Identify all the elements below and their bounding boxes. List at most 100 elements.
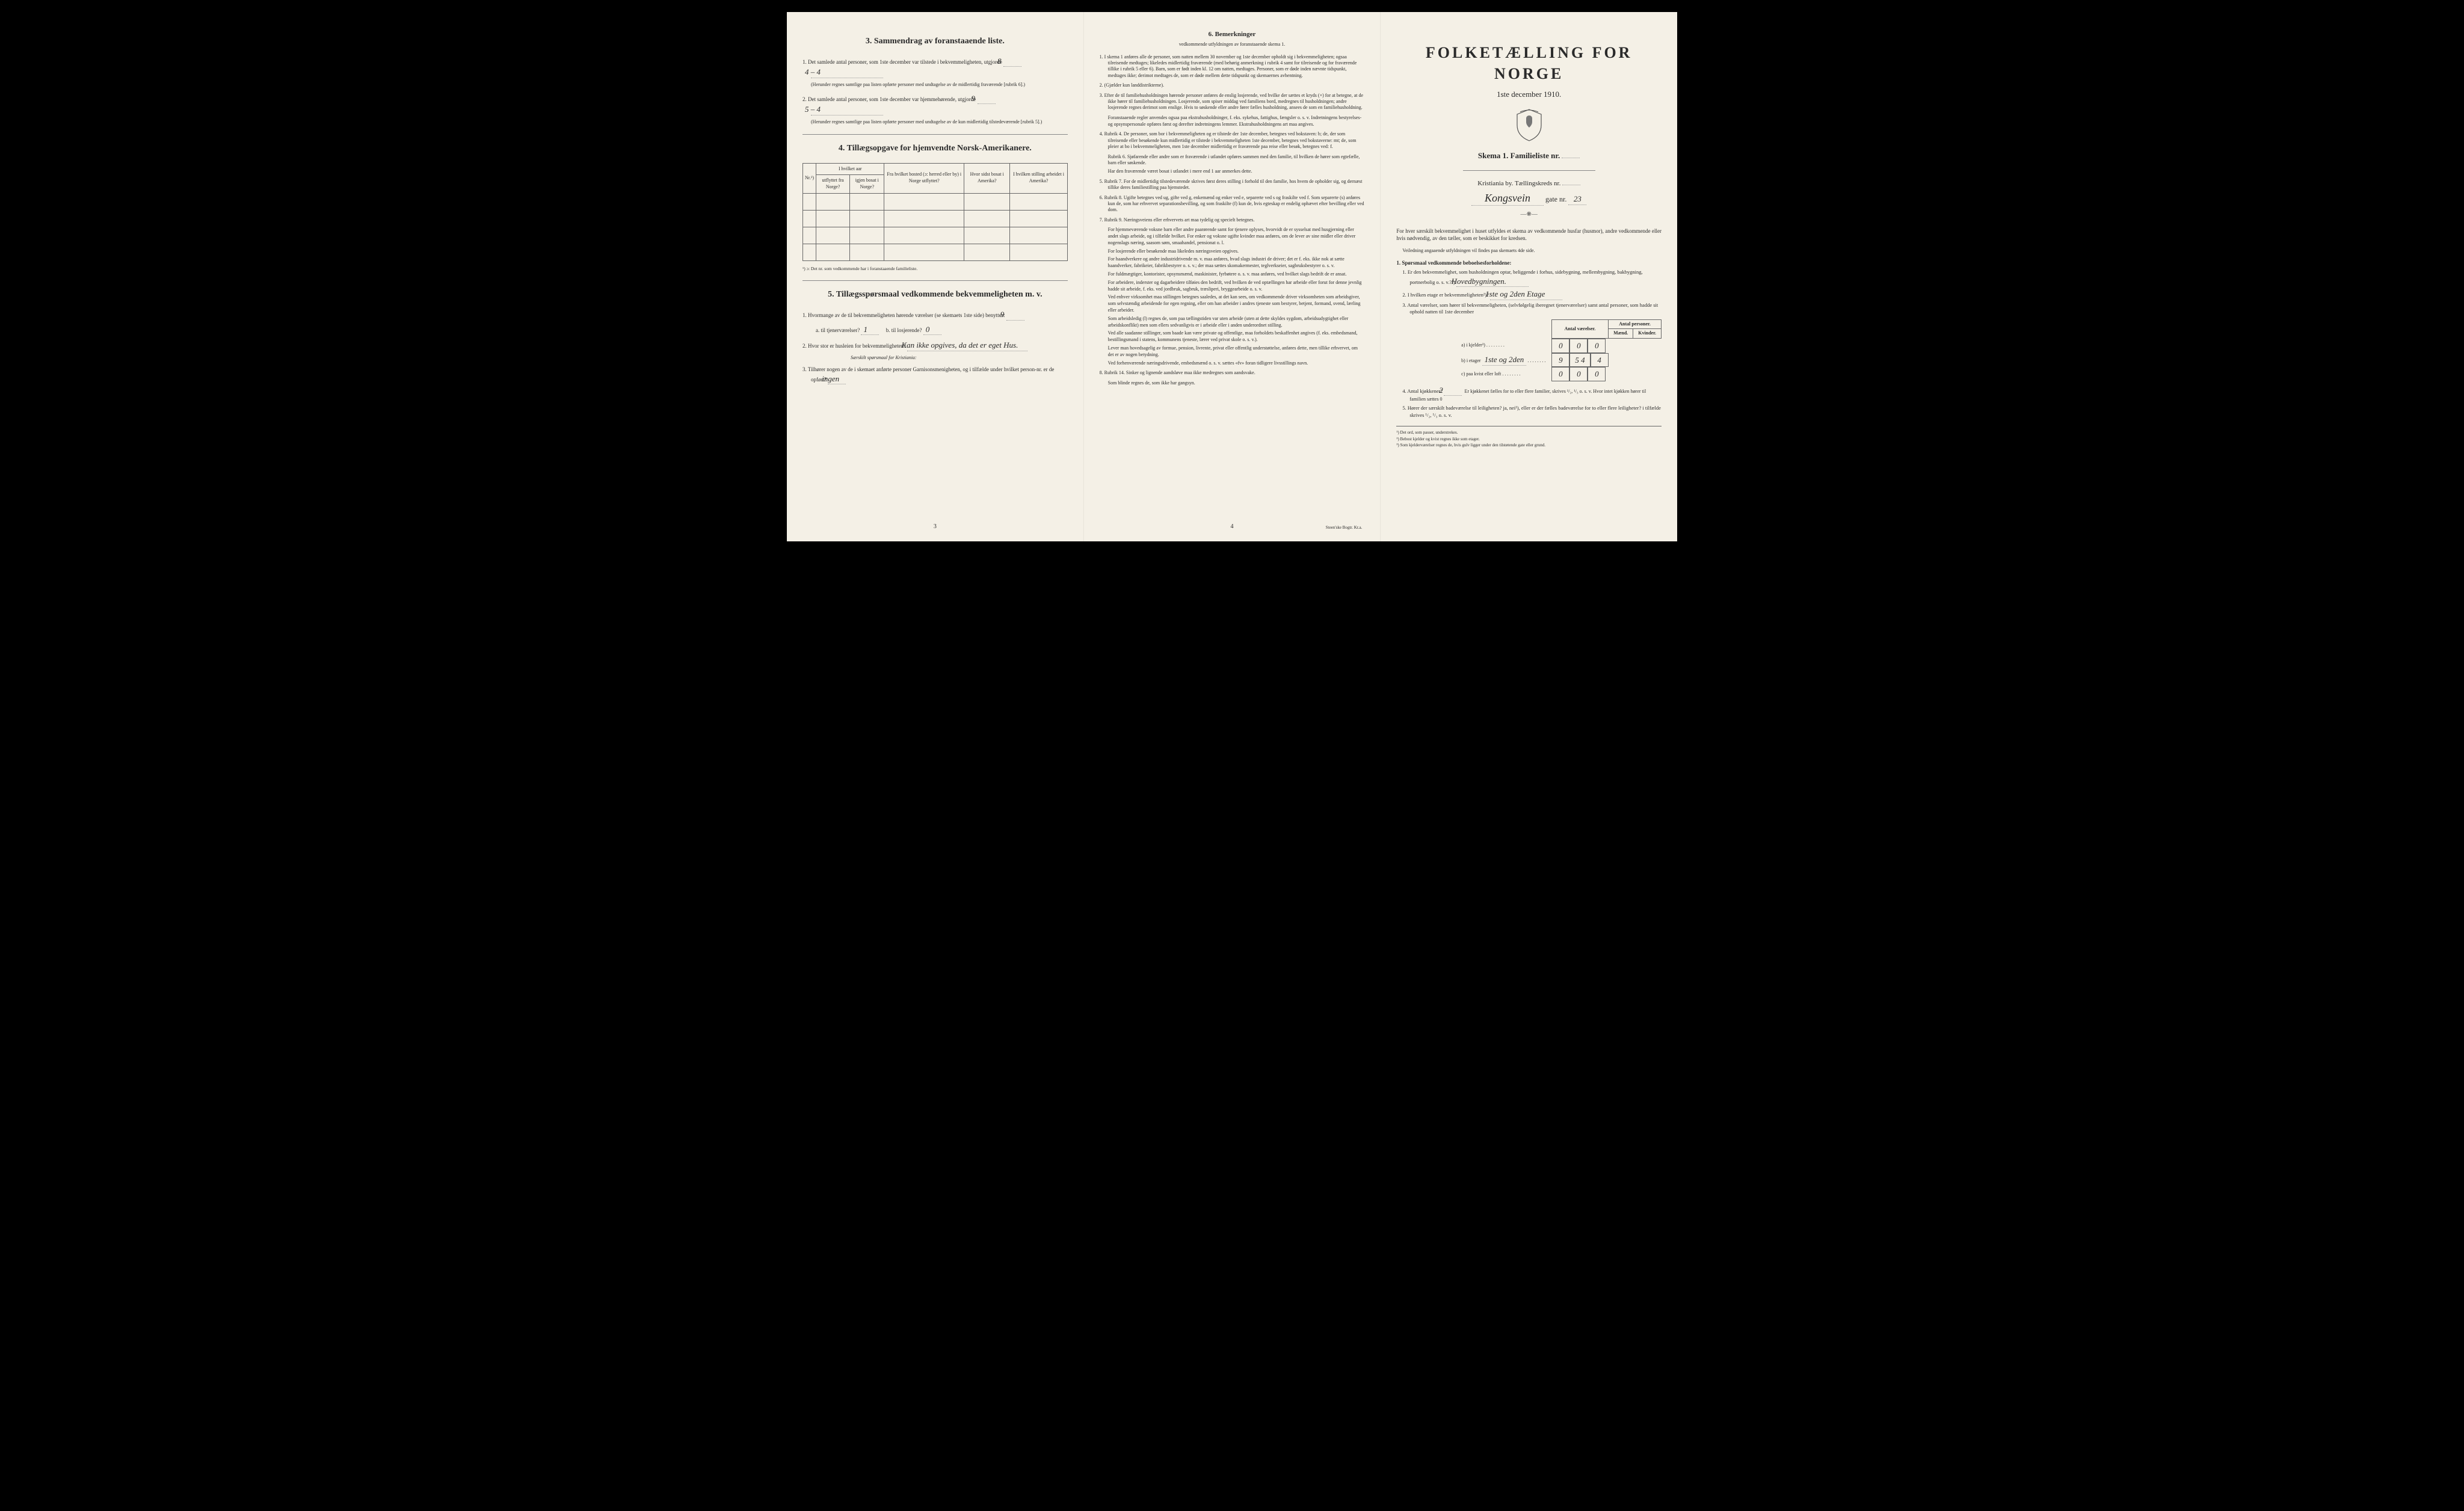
panel-page-4: 6. Bemerkninger vedkommende utfyldningen… bbox=[1083, 12, 1381, 541]
room-counts-table: Antal værelser. Antal personer. Mænd. Kv… bbox=[1456, 319, 1662, 381]
skema-line: Skema 1. Familieliste nr. bbox=[1396, 150, 1662, 161]
sec3-item2-note: (Herunder regnes samtlige paa listen opf… bbox=[811, 119, 1068, 126]
sec5-q2-value: Kan ikke opgives, da det er eget Hus. bbox=[907, 340, 1027, 351]
divider bbox=[802, 280, 1068, 281]
footnote-3: ³) Som kjelderværelser regnes de, hvis g… bbox=[1396, 443, 1662, 448]
printer-credit: Steen'ske Bogtr. Kr.a. bbox=[1326, 525, 1363, 531]
remark-item: 8. Rubrik 14. Sinker og lignende aandslø… bbox=[1100, 370, 1365, 376]
footnotes: ¹) Det ord, som passer, understrekes. ²)… bbox=[1396, 426, 1662, 448]
section-6-sub: vedkommende utfyldningen av foranstaaend… bbox=[1100, 42, 1365, 48]
emigrant-table: Nr.¹) I hvilket aar Fra hvilket bosted (… bbox=[802, 163, 1068, 261]
sec5-q2-note: Særskilt spørsmaal for Kristiania: bbox=[851, 355, 1068, 362]
sec5-q1b-label: b. til losjerende? bbox=[886, 327, 922, 333]
q1-sub2-value: 1ste og 2den Etage bbox=[1490, 289, 1562, 300]
q1-sub1-value: Hovedbygningen. bbox=[1456, 276, 1529, 288]
q1-sub2-text: 2. I hvilken etage er bekvemmeligheten²)… bbox=[1402, 292, 1489, 298]
sec5-q1b-value: 0 bbox=[923, 324, 941, 336]
th-year: I hvilket aar bbox=[816, 163, 884, 175]
street-name-value: Kongsvein bbox=[1471, 191, 1544, 206]
counts-row: c) paa kvist eller loft ........000 bbox=[1456, 367, 1661, 381]
street-line: Kongsvein gate nr. 23 bbox=[1396, 191, 1662, 206]
city-line: Kristiania by. Tællingskreds nr. bbox=[1396, 179, 1662, 188]
footnote-2: ²) Bebost kjelder og kvist regnes ikke s… bbox=[1396, 437, 1662, 442]
th-year-a: utflyttet fra Norge? bbox=[816, 175, 850, 194]
remark-subpara: Ved alle saadanne stillinger, som baade … bbox=[1108, 330, 1365, 343]
sec5-q1a-value: 1 bbox=[861, 324, 879, 336]
city-label: Kristiania by. Tællingskreds nr. bbox=[1477, 180, 1560, 187]
sec5-q2: 2. Hvor stor er husleien for bekvemmelig… bbox=[802, 340, 1068, 351]
remark-subpara: For hjemmeværende voksne barn eller andr… bbox=[1108, 227, 1365, 246]
th-from: Fra hvilket bosted (ɔ: herred eller by) … bbox=[884, 163, 964, 193]
remark-subpara: Har den fraværende været bosat i utlande… bbox=[1108, 168, 1365, 175]
sec5-q1-sub: a. til tjenerværelser? 1 b. til losjeren… bbox=[816, 324, 1068, 336]
panel-page-3: 3. Sammendrag av foranstaaende liste. 1.… bbox=[787, 12, 1083, 541]
census-form-sheet: 3. Sammendrag av foranstaaende liste. 1.… bbox=[787, 12, 1677, 541]
remark-subpara: Lever man hovedsagelig av formue, pensio… bbox=[1108, 345, 1365, 359]
th-rooms: Antal værelser. bbox=[1551, 319, 1608, 339]
q1-sub5: 5. Hører der særskilt badeværelse til le… bbox=[1409, 405, 1662, 419]
q1-sub4-text: 4. Antal kjøkkener? bbox=[1402, 388, 1443, 394]
remark-subpara: Ved enhver virksomhet maa stillingen bet… bbox=[1108, 294, 1365, 313]
th-men: Mænd. bbox=[1609, 329, 1633, 339]
q1-sub4-value: 2 bbox=[1444, 385, 1462, 396]
sec3-item2-value-1: 9 bbox=[978, 93, 996, 105]
counts-row: a) i kjelder³) ........000 bbox=[1456, 339, 1661, 353]
sec5-q1a-label: a. til tjenerværelser? bbox=[816, 327, 860, 333]
table-footnote: ¹) ɔ: Det nr. som vedkommende har i fora… bbox=[802, 266, 1068, 272]
sec3-item2-text: 2. Det samlede antal personer, som 1ste … bbox=[802, 96, 976, 102]
remark-item: 2. (Gjælder kun landdistrikterne). bbox=[1100, 82, 1365, 88]
th-job: I hvilken stilling arbeidet i Amerika? bbox=[1010, 163, 1067, 193]
sec3-item-1: 1. Det samlede antal personer, som 1ste … bbox=[802, 56, 1068, 78]
coat-of-arms-icon bbox=[1514, 108, 1544, 142]
th-persons: Antal personer. bbox=[1609, 319, 1662, 329]
section-3-title: 3. Sammendrag av foranstaaende liste. bbox=[802, 36, 1068, 48]
remark-item: 1. I skema 1 anføres alle de personer, s… bbox=[1100, 54, 1365, 79]
sec3-item-2: 2. Det samlede antal personer, som 1ste … bbox=[802, 93, 1068, 115]
skema-label: Skema 1. Familieliste nr. bbox=[1478, 151, 1560, 160]
q1-sub4: 4. Antal kjøkkener? 2 Er kjøkkenet fælle… bbox=[1409, 385, 1662, 403]
footnote-1: ¹) Det ord, som passer, understrekes. bbox=[1396, 430, 1662, 435]
intro-text: For hver særskilt bekvemmelighet i huset… bbox=[1396, 227, 1662, 242]
remark-item: 7. Rubrik 9. Næringsveiens eller erhverv… bbox=[1100, 217, 1365, 223]
section-6-title: 6. Bemerkninger bbox=[1100, 30, 1365, 39]
sec5-q3-value: ingen bbox=[828, 374, 846, 385]
remark-item: 6. Rubrik 8. Ugifte betegnes ved ug, gif… bbox=[1100, 195, 1365, 214]
remark-subpara: For fuldmægtiger, kontorister, opsynsmæn… bbox=[1108, 271, 1365, 278]
sec5-q1: 1. Hvormange av de til bekvemmeligheten … bbox=[802, 309, 1068, 321]
th-where: Hvor sidst bosat i Amerika? bbox=[964, 163, 1010, 193]
th-women: Kvinder. bbox=[1633, 329, 1662, 339]
sec5-q3: 3. Tilhører nogen av de i skemaet anført… bbox=[802, 366, 1068, 384]
remark-subpara: Ved forhenværende næringsdrivende, embed… bbox=[1108, 360, 1365, 367]
intro-note: Veiledning angaaende utfyldningen vil fi… bbox=[1402, 248, 1662, 254]
main-title: FOLKETÆLLING FOR NORGE bbox=[1396, 42, 1662, 84]
remark-subpara: For losjerende eller besøkende maa likel… bbox=[1108, 248, 1365, 255]
remark-subpara: Foranstaaende regler anvendes ogsaa paa … bbox=[1108, 115, 1365, 128]
section-4-title: 4. Tillægsopgave for hjemvendte Norsk-Am… bbox=[802, 143, 1068, 155]
remark-subpara: For haandverkere og andre industridriven… bbox=[1108, 256, 1365, 269]
remark-item: 5. Rubrik 7. For de midlertidig tilstede… bbox=[1100, 179, 1365, 191]
sec5-q1-text: 1. Hvormange av de til bekvemmeligheten … bbox=[802, 312, 1005, 318]
section-5-title: 5. Tillægsspørsmaal vedkommende bekvemme… bbox=[802, 289, 1068, 301]
remark-subpara: Som blinde regnes de, som ikke har gangs… bbox=[1108, 380, 1365, 387]
page-number: 4 bbox=[1231, 523, 1234, 531]
divider bbox=[1463, 170, 1595, 171]
th-nr: Nr.¹) bbox=[803, 163, 816, 193]
ornament: ―❋― bbox=[1396, 211, 1662, 219]
divider bbox=[802, 134, 1068, 135]
sec5-q2-text: 2. Hvor stor er husleien for bekvemmelig… bbox=[802, 343, 906, 349]
street-suffix: gate nr. bbox=[1545, 195, 1566, 203]
remark-item: 4. Rubrik 4. De personer, som bor i bekv… bbox=[1100, 131, 1365, 150]
census-date: 1ste december 1910. bbox=[1396, 89, 1662, 100]
street-number-value: 23 bbox=[1568, 194, 1586, 205]
sec3-item2-value-2: 5 – 4 bbox=[811, 104, 883, 115]
remark-subpara: Som arbeidsledig (l) regnes de, som paa … bbox=[1108, 316, 1365, 329]
remark-item: 3. Efter de til familiehusholdningen hør… bbox=[1100, 93, 1365, 111]
remark-subpara: Rubrik 6. Sjøfarende eller andre som er … bbox=[1108, 154, 1365, 167]
remarks-list: 1. I skema 1 anføres alle de personer, s… bbox=[1100, 54, 1365, 387]
sec3-item1-value-1: 8 bbox=[1003, 56, 1021, 67]
q1-sub3: 3. Antal værelser, som hører til bekvemm… bbox=[1409, 302, 1662, 316]
remark-subpara: For arbeidere, inderster og dagarbeidere… bbox=[1108, 280, 1365, 293]
question-1-title: 1. Spørsmaal vedkommende beboelsesforhol… bbox=[1405, 259, 1662, 266]
page-number: 3 bbox=[934, 523, 937, 531]
th-year-b: igjen bosat i Norge? bbox=[850, 175, 884, 194]
